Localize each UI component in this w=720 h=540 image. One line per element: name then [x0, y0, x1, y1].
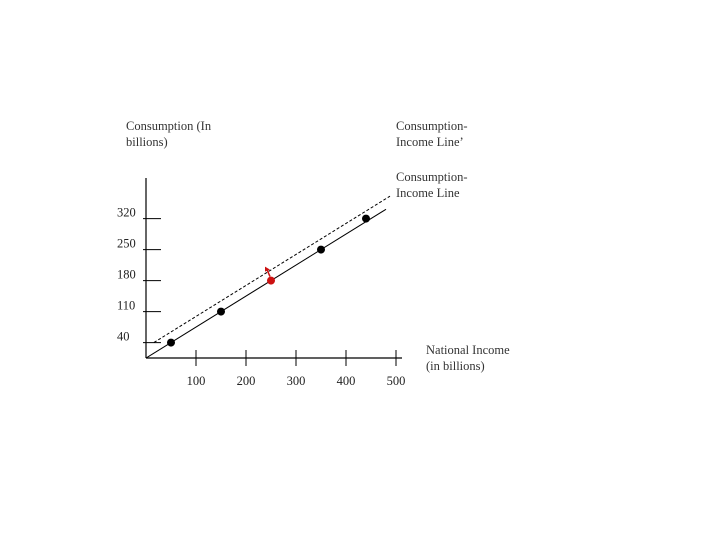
- series-lines: [145, 195, 391, 359]
- data-point: [217, 307, 225, 316]
- y-tick-label: 40: [117, 330, 130, 344]
- x-tick-label: 200: [237, 374, 256, 388]
- shift-arrowhead: [265, 266, 270, 272]
- data-points: [167, 214, 370, 347]
- data-point: [167, 338, 175, 347]
- dashed-line-label: Consumption- Income Line’: [396, 119, 471, 149]
- consumption-income-line-shifted: [153, 195, 391, 343]
- x-tick-label: 400: [337, 374, 356, 388]
- solid-line-label: Consumption- Income Line: [396, 170, 471, 200]
- data-point: [362, 214, 370, 223]
- y-tick-label: 110: [117, 299, 135, 313]
- y-tick-label: 250: [117, 237, 136, 251]
- highlight-point: [267, 276, 275, 285]
- y-tick-label: 180: [117, 268, 136, 282]
- x-tick-label: 500: [387, 374, 406, 388]
- x-tick-label: 300: [287, 374, 306, 388]
- x-tick-label: 100: [187, 374, 206, 388]
- x-axis-title: National Income (in billions): [426, 343, 513, 373]
- shift-arrow: [266, 269, 271, 277]
- data-point: [317, 245, 325, 254]
- y-axis-title: Consumption (In billions): [126, 119, 214, 149]
- consumption-income-line: [145, 208, 387, 359]
- y-tick-label: 320: [117, 206, 136, 220]
- ticks: 100 200 300 400 500 40 110 180 250 320: [117, 206, 405, 388]
